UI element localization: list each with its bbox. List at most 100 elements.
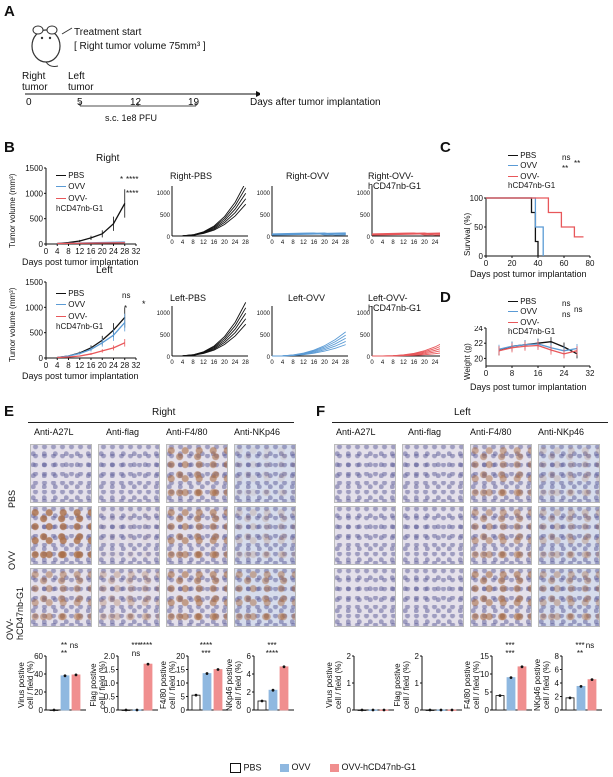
small-x-tick-label: 12 <box>300 240 307 246</box>
bar-ovv <box>60 675 70 711</box>
panel-b-label: B <box>4 139 15 156</box>
bar-y-tick-label: 1 <box>347 679 352 688</box>
sig-left-2: * <box>124 304 128 313</box>
data-point <box>135 708 139 712</box>
y-tick-label: 500 <box>30 215 44 224</box>
small-x-tick-label: 0 <box>270 360 274 366</box>
e-col-a27l: Anti-A27L <box>34 427 74 437</box>
x-tick-label: 12 <box>75 361 84 370</box>
legend-swatch-ovv <box>56 304 66 306</box>
small-title-right-pbs: Right-PBS <box>170 171 213 181</box>
small-y-tick-label: 1000 <box>357 311 371 317</box>
small-y-tick-label: 1000 <box>157 191 171 197</box>
legend-swatch-pbs <box>56 175 66 177</box>
x-tick-label: 32 <box>132 247 140 256</box>
x-tick-label: 20 <box>508 259 517 268</box>
small-x-tick-label: 8 <box>191 360 195 366</box>
small-x-tick-label: 0 <box>170 360 174 366</box>
small-x-tick-label: 28 <box>342 240 349 246</box>
legend-swatch-cd47 <box>508 322 518 324</box>
legend-ovv: OVV <box>520 161 538 170</box>
data-point <box>509 676 513 679</box>
bar-significance: *** <box>267 642 276 650</box>
micrograph-tile <box>166 568 228 627</box>
timeline-tick-12: 12 <box>130 97 142 108</box>
y-tick-label: 24 <box>474 326 483 333</box>
bar-ovv-hcd47nb-g1 <box>213 669 223 711</box>
x-tick-label: 24 <box>109 361 118 370</box>
legend-cd47: OVV- hCD47nb-G1 <box>56 194 104 213</box>
sig-left-1: ns <box>122 291 131 300</box>
small-y-tick-label: 0 <box>167 355 171 361</box>
micrograph-tile <box>538 568 600 627</box>
panel-c-label: C <box>440 139 451 156</box>
timeline-axis-label: Days after tumor implantation <box>250 97 381 108</box>
y-tick-label: 500 <box>30 329 44 338</box>
small-x-tick-label: 24 <box>332 360 339 366</box>
small-y-tick-label: 0 <box>167 235 171 241</box>
bar-ylabel: F4/80 postive <box>159 660 168 709</box>
small-y-tick-label: 0 <box>367 355 371 361</box>
small-y-tick-label: 0 <box>367 235 371 241</box>
bar-y-tick-label: 2 <box>247 688 252 697</box>
small-y-tick-label: 1000 <box>157 311 171 317</box>
bar-y-tick-label: 1 <box>415 679 420 688</box>
x-tick-label: 24 <box>560 369 569 378</box>
x-tick-label: 60 <box>560 259 569 268</box>
y-tick-label: 0 <box>39 354 44 363</box>
f-col-f480: Anti-F4/80 <box>470 427 512 437</box>
small-x-tick-label: 12 <box>400 240 407 246</box>
data-point <box>371 708 375 712</box>
small-y-tick-label: 500 <box>360 333 371 339</box>
y-tick-label: 22 <box>474 339 483 348</box>
small-x-tick-label: 24 <box>232 360 239 366</box>
small-x-tick-label: 28 <box>242 240 249 246</box>
bar-y-tick-label: 0 <box>39 706 44 715</box>
legend-swatch-cd47 <box>56 316 66 318</box>
e-col-f480: Anti-F4/80 <box>166 427 208 437</box>
sig-left-3: * <box>142 299 146 309</box>
bar-y-tick-label: 6 <box>555 666 560 675</box>
small-y-tick-label: 500 <box>260 213 271 219</box>
f-col-flag: Anti-flag <box>408 427 442 437</box>
data-point <box>260 699 264 703</box>
small-x-tick-label: 8 <box>191 240 195 246</box>
y-tick-label: 0 <box>479 252 484 261</box>
data-point <box>216 668 220 671</box>
legend-box-pbs <box>230 763 241 773</box>
bar-significance: **** <box>200 642 212 650</box>
timeline-tick-19: 19 <box>188 97 200 108</box>
bar-ovv <box>506 677 516 711</box>
weight-sig-1: ns <box>562 299 571 308</box>
y-tick-label: 50 <box>474 223 483 232</box>
bar-ovv-hcd47nb-g1 <box>71 674 81 711</box>
small-y-tick-label: 0 <box>267 355 271 361</box>
small-y-tick-label: 0 <box>267 235 271 241</box>
bar-y-tick-label: 20 <box>34 688 43 697</box>
bar-significance: ** <box>61 642 67 650</box>
data-point <box>360 708 364 712</box>
dosing-label: s.c. 1e8 PFU <box>105 113 158 123</box>
x-tick-label: 20 <box>98 247 107 256</box>
legend-ovv: OVV <box>68 300 86 309</box>
left-title: Left <box>96 265 113 276</box>
e-col-nkp46: Anti-NKp46 <box>234 427 281 437</box>
survival-sig-2: ** <box>562 164 569 173</box>
bar-significance: ns <box>132 649 140 658</box>
mouse-icon <box>31 25 73 67</box>
x-tick-label: 0 <box>44 247 49 256</box>
bar-significance: *** <box>575 642 584 650</box>
legend-swatch-ovv <box>508 165 518 167</box>
micrograph-tile <box>30 506 92 565</box>
data-point <box>450 708 454 712</box>
e-col-flag: Anti-flag <box>106 427 140 437</box>
bar-ylabel: Virus postive <box>17 662 26 708</box>
data-point <box>590 678 594 682</box>
weight-sig-3: ns <box>574 305 583 314</box>
panel-f-divider <box>332 422 608 423</box>
bar-y-tick-label: 2 <box>555 693 560 702</box>
bar-y-tick-label: 0 <box>347 706 352 715</box>
data-point <box>282 665 286 669</box>
